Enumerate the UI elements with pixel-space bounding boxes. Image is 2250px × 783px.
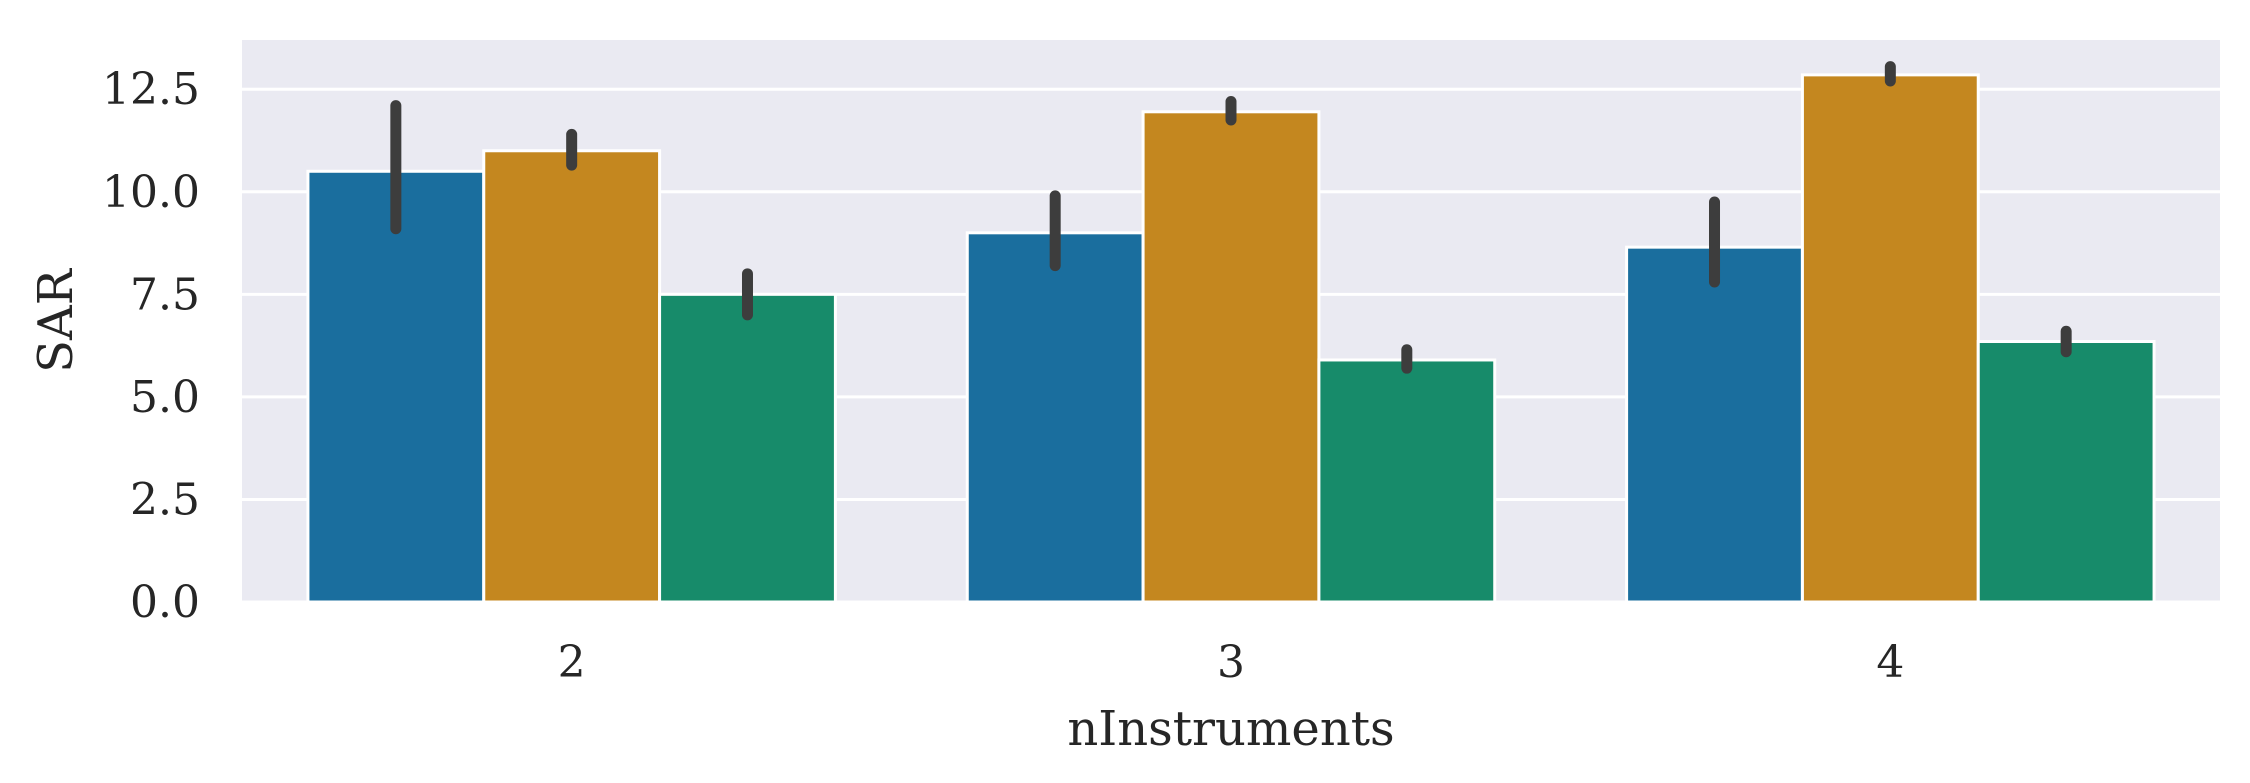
bars: [306, 73, 2156, 604]
bar: [1141, 110, 1321, 604]
bar: [1800, 73, 1980, 604]
bar: [1625, 245, 1804, 604]
y-tick-label: 12.5: [102, 64, 200, 115]
bar: [658, 292, 837, 604]
y-tick-label: 2.5: [130, 474, 200, 525]
y-tick-label: 5.0: [130, 372, 200, 423]
x-tick-label: 4: [1876, 637, 1904, 688]
error-bars: [390, 61, 2072, 374]
y-tick-labels: 0.0 2.5 5.0 7.5 10.0 12.5: [102, 64, 200, 628]
x-axis-label: nInstruments: [1067, 701, 1394, 757]
bar: [1317, 358, 1497, 604]
x-tick-labels: 2 3 4: [558, 637, 1905, 688]
y-tick-label: 0.0: [130, 577, 200, 628]
bar: [1976, 340, 2156, 604]
bar: [965, 231, 1145, 604]
x-tick-label: 3: [1217, 637, 1245, 688]
y-tick-label: 7.5: [130, 269, 200, 320]
bar: [306, 169, 486, 604]
y-axis-label: SAR: [28, 267, 84, 373]
bar: [482, 149, 662, 604]
y-tick-label: 10.0: [102, 167, 200, 218]
x-tick-label: 2: [558, 637, 586, 688]
